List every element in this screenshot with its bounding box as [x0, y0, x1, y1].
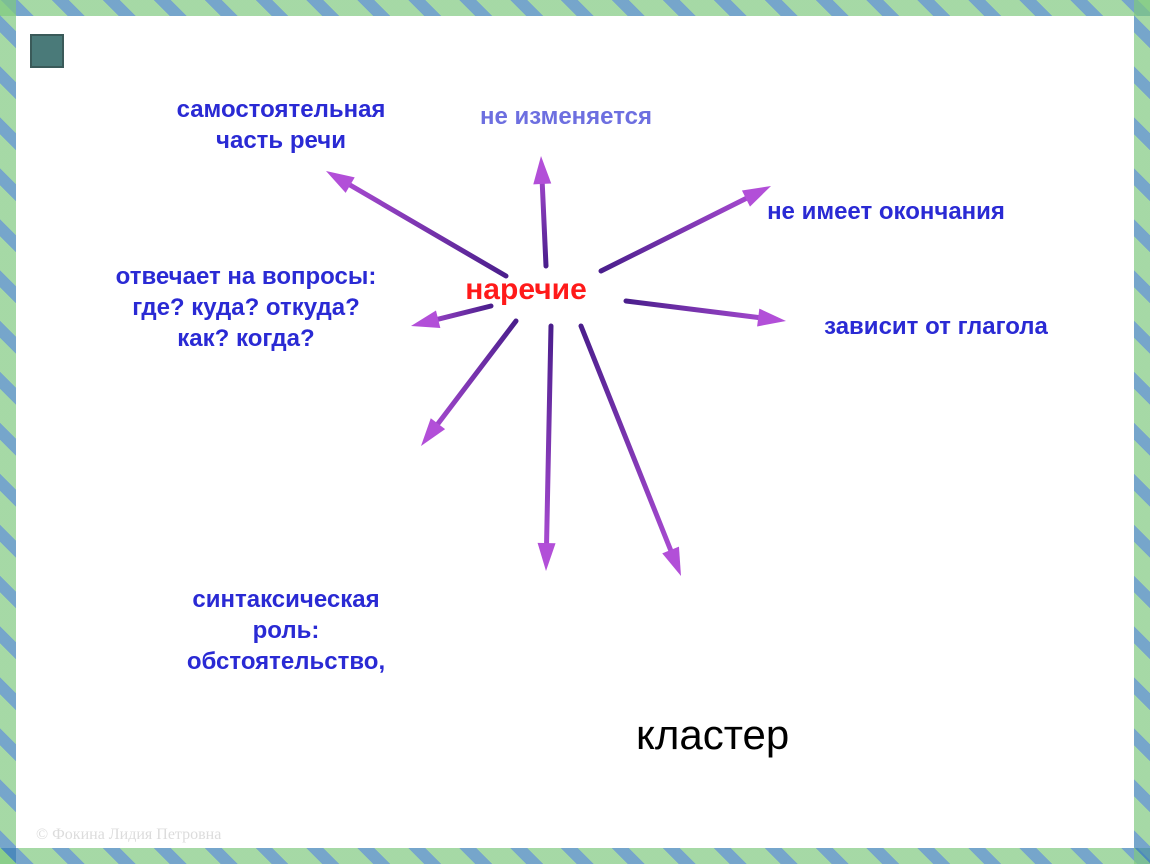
frame-border-bottom [0, 848, 1150, 864]
slide-canvas: самостоятельная часть речине изменяется н… [16, 16, 1134, 848]
node-n4: зависит от глагола [786, 311, 1086, 342]
center-node: наречие [446, 270, 606, 309]
diagram-title: кластер [636, 711, 789, 759]
node-n6: синтаксическая роль: обстоятельство, [146, 584, 426, 678]
node-n5: отвечает на вопросы: где? куда? откуда? … [76, 261, 416, 355]
frame-border-left [0, 0, 16, 864]
frame-border-right [1134, 0, 1150, 864]
frame-border-top [0, 0, 1150, 16]
node-n2: не изменяется [436, 101, 696, 132]
footer-signature: © Фокина Лидия Петровна [36, 826, 221, 844]
node-n3: не имеет окончания [716, 196, 1056, 227]
node-n1: самостоятельная часть речи [121, 94, 441, 156]
